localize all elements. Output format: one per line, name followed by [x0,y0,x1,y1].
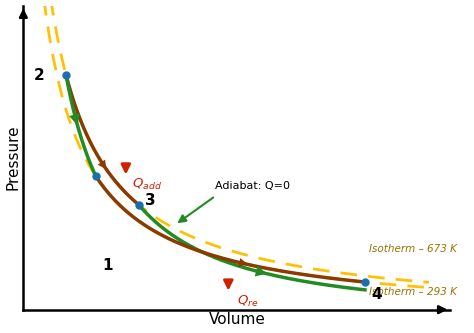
Text: Adiabat: Q=0: Adiabat: Q=0 [216,181,291,191]
X-axis label: Volume: Volume [209,312,265,327]
Y-axis label: Pressure: Pressure [6,125,20,190]
Text: 1: 1 [102,258,113,273]
Text: 2: 2 [34,68,45,83]
Text: $Q_{add}$: $Q_{add}$ [132,177,162,192]
Text: Isotherm – 673 K: Isotherm – 673 K [369,244,457,254]
Text: $Q_{re}$: $Q_{re}$ [237,293,258,308]
Text: 3: 3 [145,193,155,208]
Text: 4: 4 [371,286,382,301]
Text: Isotherm – 293 K: Isotherm – 293 K [369,287,457,297]
